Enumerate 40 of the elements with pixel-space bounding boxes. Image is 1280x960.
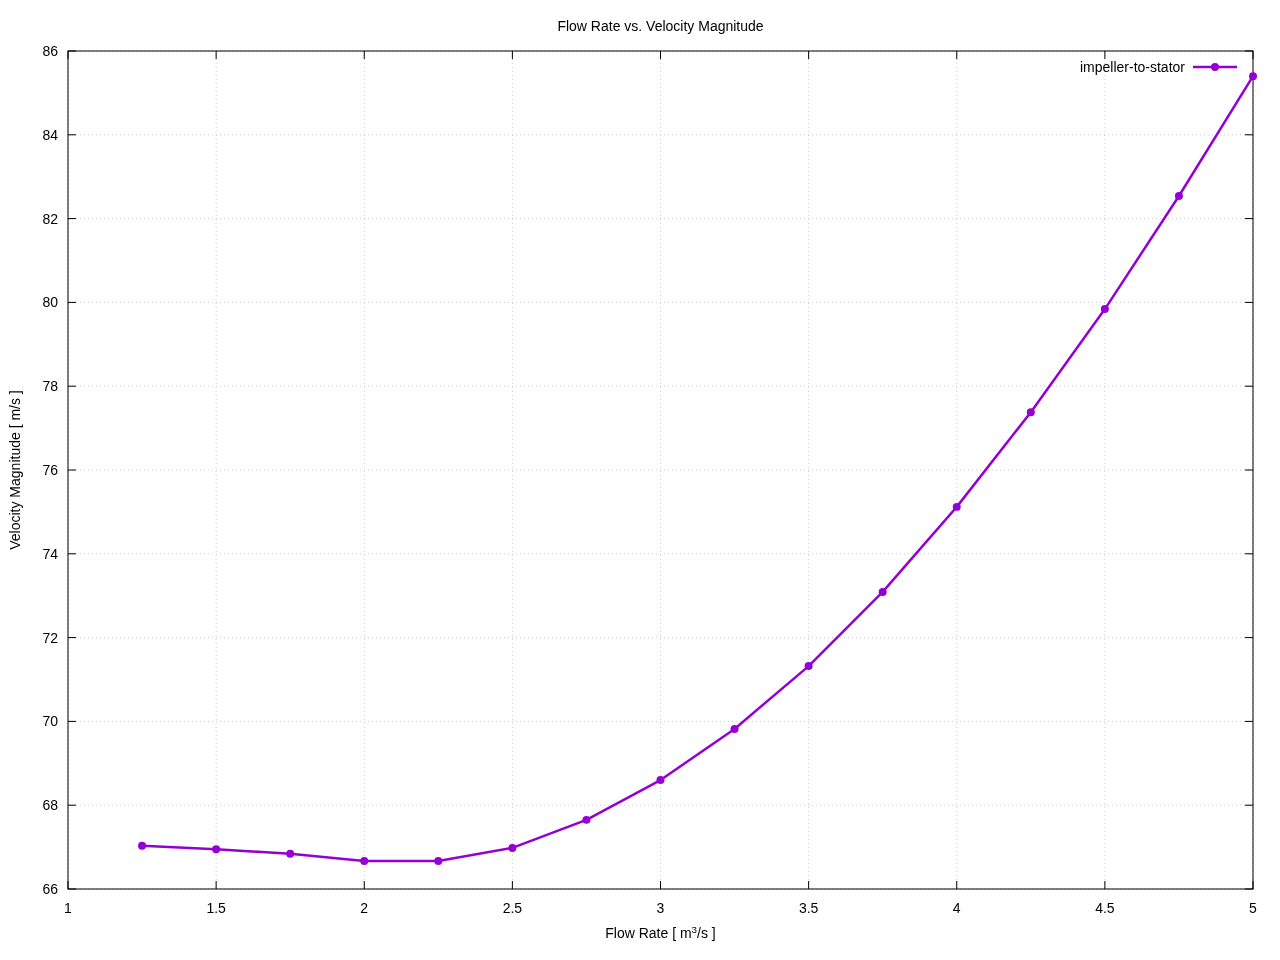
point bbox=[1174, 191, 1183, 200]
y-tick-label: 84 bbox=[42, 126, 59, 143]
point bbox=[508, 843, 517, 852]
x-axis-title: Flow Rate [ m$^{3}$/s ] bbox=[605, 923, 716, 941]
y-tick-label: 70 bbox=[42, 713, 59, 730]
point bbox=[730, 724, 739, 733]
point bbox=[434, 856, 443, 865]
y-tick-label: 72 bbox=[42, 629, 59, 646]
point bbox=[212, 845, 221, 854]
x-tick-label: 4 bbox=[952, 900, 961, 916]
point bbox=[582, 815, 591, 824]
y-tick-label: 68 bbox=[42, 797, 59, 814]
x-tick-label: 3.5 bbox=[798, 900, 819, 916]
point bbox=[138, 841, 147, 850]
point bbox=[360, 856, 369, 865]
chart-title: Flow Rate vs. Velocity Magnitude bbox=[557, 18, 764, 34]
point bbox=[1249, 72, 1257, 81]
y-tick-label: 86 bbox=[42, 43, 59, 59]
point bbox=[286, 849, 295, 858]
x-tick-label: 2.5 bbox=[502, 900, 523, 916]
x-tick-label: 2 bbox=[360, 900, 369, 916]
point bbox=[804, 662, 813, 671]
y-tick-label: 76 bbox=[42, 462, 59, 478]
point bbox=[878, 587, 887, 596]
x-tick-label: 5 bbox=[1249, 900, 1258, 916]
x-tick-label: 1 bbox=[64, 900, 73, 916]
x-tick-label: 3 bbox=[656, 900, 665, 916]
legend-label: impeller-to-stator bbox=[1079, 59, 1186, 75]
x-tick-label: 1.5 bbox=[206, 900, 227, 916]
y-tick-label: 78 bbox=[42, 378, 59, 395]
x-tick-label: 4.5 bbox=[1095, 900, 1115, 916]
y-tick-label: 80 bbox=[42, 294, 59, 311]
y-tick-label: 82 bbox=[42, 210, 59, 227]
point bbox=[1100, 305, 1109, 314]
y-tick-label: 66 bbox=[42, 881, 59, 897]
point bbox=[656, 776, 665, 785]
y-tick-label: 74 bbox=[42, 545, 59, 562]
y-axis-title: Velocity Magnitude [ m/s ] bbox=[7, 390, 23, 550]
point bbox=[1026, 408, 1035, 417]
point bbox=[952, 502, 961, 511]
